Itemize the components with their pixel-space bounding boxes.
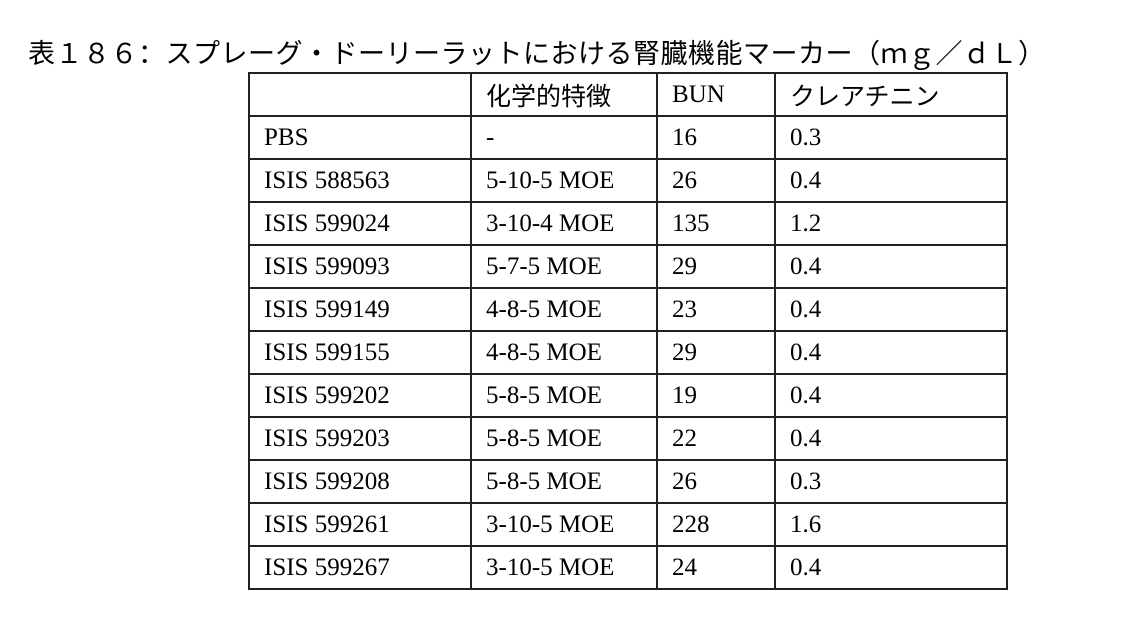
table-cell: 0.4 — [775, 417, 1007, 460]
header-cell: BUN — [657, 73, 775, 116]
table-cell: - — [471, 116, 657, 159]
table-cell: 3-10-5 MOE — [471, 546, 657, 589]
table-cell: 26 — [657, 460, 775, 503]
table-cell: 29 — [657, 245, 775, 288]
table-cell: 0.4 — [775, 331, 1007, 374]
table-cell: ISIS 599149 — [249, 288, 471, 331]
table-cell: 135 — [657, 202, 775, 245]
table-row: PBS-160.3 — [249, 116, 1007, 159]
table-cell: 29 — [657, 331, 775, 374]
table-cell: ISIS 599202 — [249, 374, 471, 417]
table-cell: 1.6 — [775, 503, 1007, 546]
table-cell: 0.3 — [775, 460, 1007, 503]
table-cell: 5-8-5 MOE — [471, 417, 657, 460]
table-row: ISIS 5885635-10-5 MOE260.4 — [249, 159, 1007, 202]
table-cell: ISIS 599267 — [249, 546, 471, 589]
table-row: ISIS 5992035-8-5 MOE220.4 — [249, 417, 1007, 460]
table-cell: 22 — [657, 417, 775, 460]
table-cell: ISIS 599261 — [249, 503, 471, 546]
table-cell: 4-8-5 MOE — [471, 331, 657, 374]
table-cell: 24 — [657, 546, 775, 589]
table-row: ISIS 5992613-10-5 MOE2281.6 — [249, 503, 1007, 546]
table-cell: 228 — [657, 503, 775, 546]
table-cell: ISIS 588563 — [249, 159, 471, 202]
table-cell: ISIS 599208 — [249, 460, 471, 503]
table-row: ISIS 5990935-7-5 MOE290.4 — [249, 245, 1007, 288]
table-cell: ISIS 599093 — [249, 245, 471, 288]
table-cell: ISIS 599155 — [249, 331, 471, 374]
header-row: 化学的特徴BUNクレアチニン — [249, 73, 1007, 116]
table-title: 表１８６：スプレーグ・ドーリーラットにおける腎臓機能マーカー（ｍｇ／ｄＬ） — [28, 32, 1046, 71]
table-cell: 1.2 — [775, 202, 1007, 245]
header-cell — [249, 73, 471, 116]
table-cell: 3-10-4 MOE — [471, 202, 657, 245]
table-cell: 4-8-5 MOE — [471, 288, 657, 331]
table-body: 化学的特徴BUNクレアチニンPBS-160.3ISIS 5885635-10-5… — [249, 73, 1007, 589]
table-cell: 5-8-5 MOE — [471, 460, 657, 503]
table-cell: 5-7-5 MOE — [471, 245, 657, 288]
table-cell: PBS — [249, 116, 471, 159]
header-cell: 化学的特徴 — [471, 73, 657, 116]
data-table: 化学的特徴BUNクレアチニンPBS-160.3ISIS 5885635-10-5… — [248, 72, 1008, 590]
table-cell: 19 — [657, 374, 775, 417]
table-row: ISIS 5990243-10-4 MOE1351.2 — [249, 202, 1007, 245]
table-row: ISIS 5992085-8-5 MOE260.3 — [249, 460, 1007, 503]
table-cell: 16 — [657, 116, 775, 159]
table-cell: 0.4 — [775, 374, 1007, 417]
header-cell: クレアチニン — [775, 73, 1007, 116]
table-row: ISIS 5992673-10-5 MOE240.4 — [249, 546, 1007, 589]
table-cell: 23 — [657, 288, 775, 331]
table-cell: 5-8-5 MOE — [471, 374, 657, 417]
table-cell: 5-10-5 MOE — [471, 159, 657, 202]
table-cell: 0.4 — [775, 245, 1007, 288]
table-cell: 26 — [657, 159, 775, 202]
table-cell: ISIS 599024 — [249, 202, 471, 245]
table-row: ISIS 5991494-8-5 MOE230.4 — [249, 288, 1007, 331]
table-row: ISIS 5992025-8-5 MOE190.4 — [249, 374, 1007, 417]
table-cell: 0.4 — [775, 288, 1007, 331]
table-cell: 0.3 — [775, 116, 1007, 159]
table-cell: 0.4 — [775, 159, 1007, 202]
table-row: ISIS 5991554-8-5 MOE290.4 — [249, 331, 1007, 374]
table-cell: 3-10-5 MOE — [471, 503, 657, 546]
table-cell: ISIS 599203 — [249, 417, 471, 460]
table-cell: 0.4 — [775, 546, 1007, 589]
